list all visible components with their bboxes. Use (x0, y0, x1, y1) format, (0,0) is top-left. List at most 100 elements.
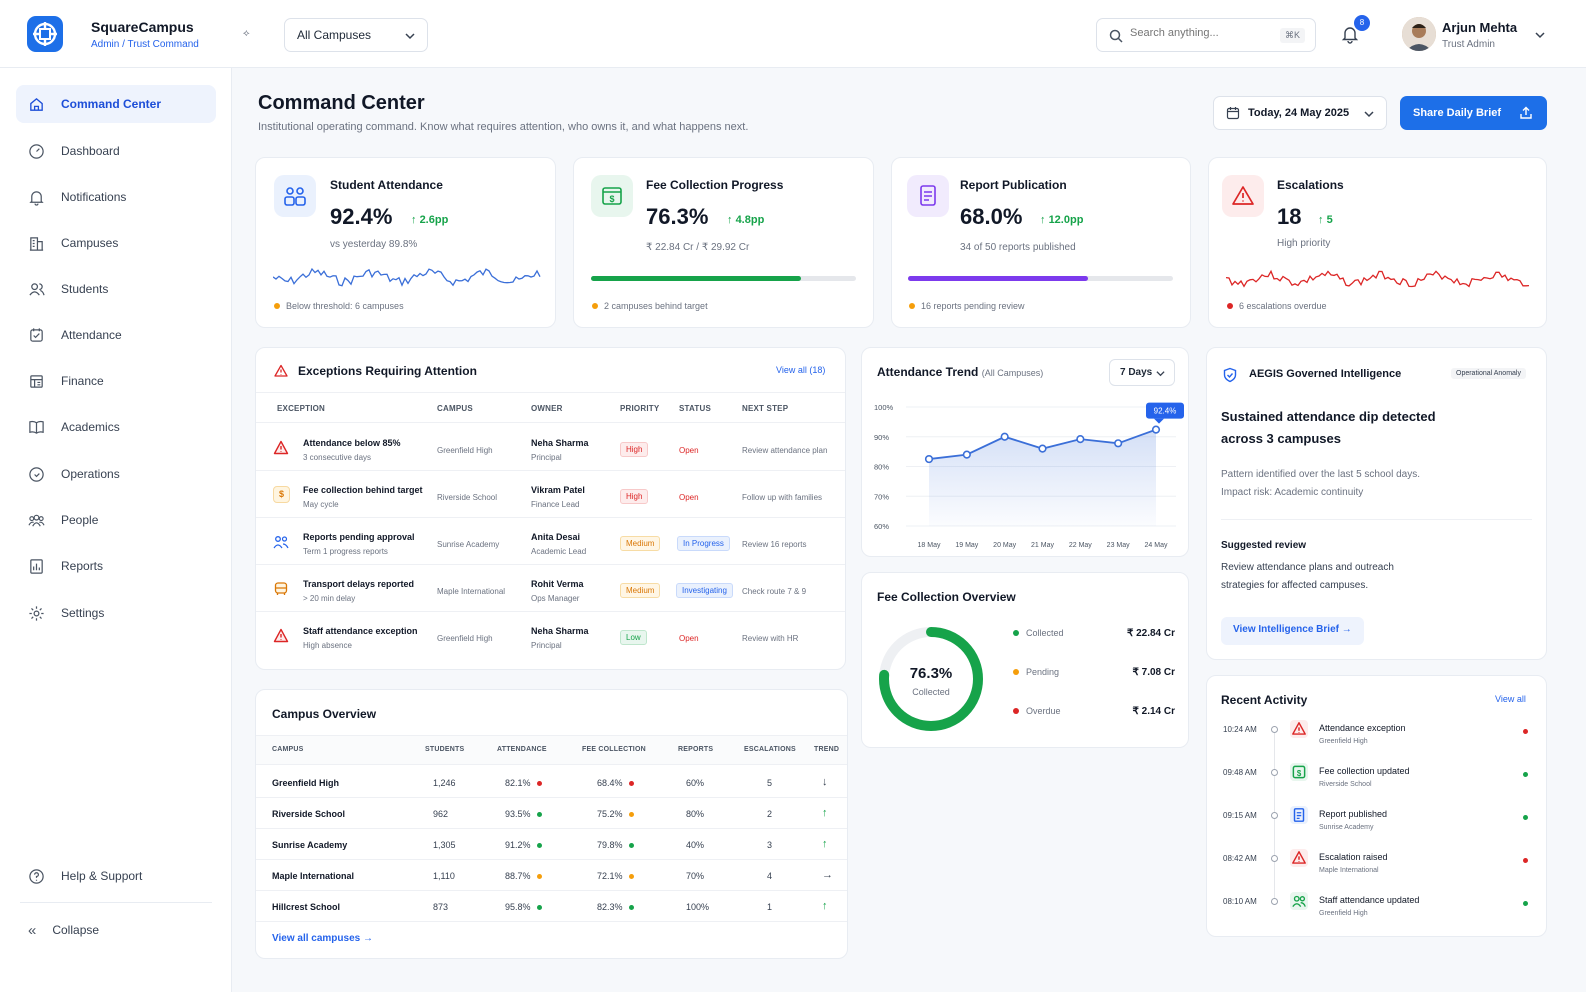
activity-title: Escalation raised (1319, 852, 1388, 862)
trend-point (924, 454, 934, 464)
search-box[interactable]: ⌘K (1096, 18, 1316, 52)
fee-text: 82.3% (597, 902, 623, 912)
sidebar-item-dashboard[interactable]: Dashboard (16, 132, 216, 170)
sidebar-item-notifications[interactable]: Notifications (16, 178, 216, 216)
activity-campus: Maple International (1319, 867, 1379, 874)
column-header-exception: EXCEPTION (277, 404, 326, 413)
collapse-button[interactable]: « Collapse (16, 911, 216, 949)
chevron-down-icon (1364, 111, 1374, 118)
kpi-card-report-publication[interactable]: Report Publication 68.0% ↑ 12.0pp 34 of … (891, 157, 1191, 328)
campus-overview-title: Campus Overview (272, 707, 377, 721)
status-badge: In Progress (677, 536, 730, 551)
view-intelligence-brief-button[interactable]: View Intelligence Brief → (1221, 617, 1364, 645)
kpi-card-fee-collection[interactable]: $ Fee Collection Progress 76.3% ↑ 4.8pp … (573, 157, 874, 328)
exception-detail: 3 consecutive days (303, 453, 372, 462)
activity-icon-box (1290, 806, 1308, 824)
kpi-card-escalations[interactable]: Escalations 18 ↑ 5 High priority 6 escal… (1208, 157, 1547, 328)
table-row[interactable]: Hillcrest School 873 95.8% 82.3% 100% 1 … (256, 891, 847, 922)
exception-name: Reports pending approval (303, 532, 415, 542)
table-row[interactable]: Attendance below 85% 3 consecutive days … (256, 425, 845, 471)
switch-icon[interactable]: ⟡ (243, 28, 250, 39)
aegis-line-1: Pattern identified over the last 5 schoo… (1221, 469, 1421, 480)
kpi-subtext: 34 of 50 reports published (960, 242, 1076, 253)
sidebar-item-operations[interactable]: Operations (16, 455, 216, 493)
building-icon (29, 236, 44, 251)
arrow-up-icon: ↑ (727, 214, 736, 226)
table-row[interactable]: Reports pending approval Term 1 progress… (256, 519, 845, 565)
activity-item[interactable]: 08:42 AM Escalation raised Maple Interna… (1207, 849, 1546, 889)
priority-badge: Medium (620, 583, 661, 598)
finance-icon (30, 374, 43, 388)
activity-item[interactable]: 09:48 AM $ Fee collection updated Rivers… (1207, 763, 1546, 803)
sidebar-item-command-center[interactable]: Command Center (16, 85, 216, 123)
home-icon (30, 97, 43, 111)
table-row[interactable]: Sunrise Academy 1,305 91.2% 79.8% 40% 3 … (256, 829, 847, 860)
sidebar: Command Center Dashboard Notifications C… (0, 68, 232, 992)
app-logo[interactable] (27, 16, 63, 52)
sidebar-item-reports[interactable]: Reports (16, 547, 216, 585)
warning-icon (274, 364, 288, 377)
owner-role: Principal (531, 641, 562, 650)
activity-title: Staff attendance updated (1319, 895, 1420, 905)
timeline-dot (1271, 726, 1278, 733)
table-row[interactable]: Greenfield High 1,246 82.1% 68.4% 60% 5 … (256, 767, 847, 798)
exception-campus: Sunrise Academy (437, 540, 500, 549)
table-row[interactable]: $ Fee collection behind target May cycle… (256, 472, 845, 518)
table-row[interactable]: Maple International 1,110 88.7% 72.1% 70… (256, 860, 847, 891)
share-daily-brief-button[interactable]: Share Daily Brief (1400, 96, 1547, 130)
table-row[interactable]: Transport delays reported > 20 min delay… (256, 566, 845, 612)
kpi-card-attendance[interactable]: Student Attendance 92.4% ↑ 2.6pp vs yest… (255, 157, 556, 328)
legend-value: ₹ 22.84 Cr (1126, 628, 1175, 639)
legend-dot (1013, 630, 1019, 636)
search-input[interactable] (1130, 27, 1270, 39)
sidebar-item-attendance[interactable]: Attendance (16, 316, 216, 354)
exception-detail: High absence (303, 641, 352, 650)
sidebar-item-finance[interactable]: Finance (16, 362, 216, 400)
trend-arrow-icon: ↓ (822, 776, 828, 788)
suggested-review-line-1: Review attendance plans and outreach (1221, 562, 1394, 573)
activity-item[interactable]: 10:24 AM Attendance exception Greenfield… (1207, 720, 1546, 760)
sidebar-item-campuses[interactable]: Campuses (16, 224, 216, 262)
attendance-value: 93.5% (505, 809, 543, 819)
help-support-link[interactable]: Help & Support (16, 857, 216, 895)
activity-icon-box: $ (1290, 763, 1308, 781)
shield-icon (1223, 367, 1237, 383)
x-tick-label: 19 May (955, 542, 978, 549)
sidebar-item-academics[interactable]: Academics (16, 408, 216, 446)
arrow-up-icon: ↑ (1040, 214, 1049, 226)
students-count: 873 (433, 902, 449, 912)
activity-status-dot (1523, 858, 1528, 863)
trend-title-text: Attendance Trend (877, 365, 979, 379)
trend-arrow-icon: ↑ (822, 900, 828, 912)
sidebar-item-people[interactable]: People (16, 501, 216, 539)
status-dot (592, 303, 598, 309)
trend-range-select[interactable]: 7 Days (1109, 359, 1175, 386)
attendance-text: 93.5% (505, 809, 531, 819)
user-menu-chevron-icon[interactable] (1535, 30, 1545, 40)
campus-select[interactable]: All Campuses (284, 18, 428, 52)
trend-range-value: 7 Days (1120, 367, 1153, 378)
recent-activity-view-all-link[interactable]: View all (1495, 694, 1526, 704)
activity-item[interactable]: 09:15 AM Report published Sunrise Academ… (1207, 806, 1546, 846)
table-row[interactable]: Staff attendance exception High absence … (256, 613, 845, 659)
x-tick-label: 21 May (1031, 542, 1054, 549)
exceptions-view-all-link[interactable]: View all (18) (776, 365, 826, 375)
avatar[interactable] (1402, 17, 1436, 51)
table-row[interactable]: Riverside School 962 93.5% 75.2% 80% 2 ↑ (256, 798, 847, 829)
date-picker[interactable]: Today, 24 May 2025 (1213, 96, 1387, 130)
view-all-campuses-link[interactable]: View all campuses → (272, 933, 373, 944)
column-header-priority: PRIORITY (620, 404, 660, 413)
sidebar-item-students[interactable]: Students (16, 270, 216, 308)
arrow-up-icon: ↑ (411, 214, 420, 226)
owner-name: Neha Sharma (531, 438, 589, 448)
sidebar-item-settings[interactable]: Settings (16, 594, 216, 632)
campus-overview-card: Campus Overview CAMPUS STUDENTS ATTENDAN… (255, 689, 848, 959)
user-photo-icon (1402, 17, 1436, 51)
notifications-button[interactable]: 8 (1340, 15, 1370, 46)
activity-item[interactable]: 08:10 AM Staff attendance updated Greenf… (1207, 892, 1546, 932)
owner-role: Academic Lead (531, 547, 587, 556)
next-step: Review with HR (742, 634, 799, 643)
recent-activity-card: Recent Activity View all 10:24 AM Attend… (1206, 675, 1547, 937)
column-header-status: STATUS (679, 404, 712, 413)
aegis-intelligence-card: AEGIS Governed Intelligence Operational … (1206, 347, 1547, 660)
